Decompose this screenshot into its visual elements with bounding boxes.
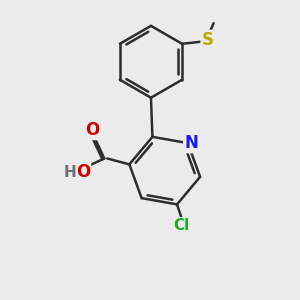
Text: H: H bbox=[64, 165, 76, 180]
Text: O: O bbox=[76, 163, 90, 181]
Text: N: N bbox=[184, 134, 198, 152]
Text: Cl: Cl bbox=[173, 218, 190, 233]
Text: O: O bbox=[85, 121, 100, 139]
Text: S: S bbox=[202, 31, 214, 49]
